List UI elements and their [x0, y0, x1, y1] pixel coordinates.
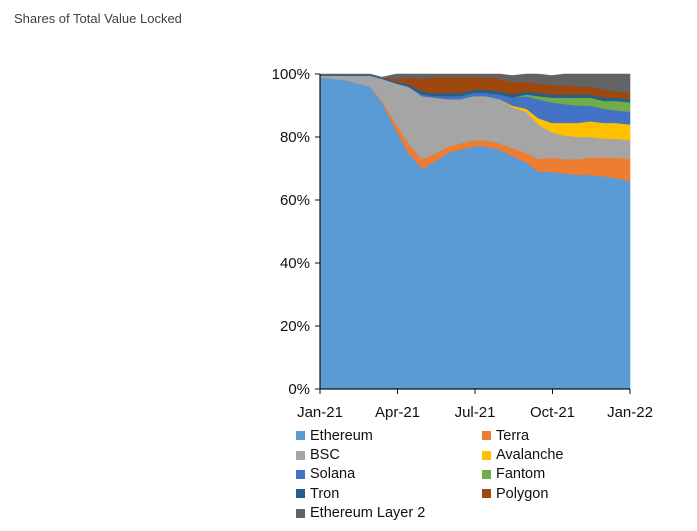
legend-item-polygon: Polygon — [482, 484, 626, 503]
legend-label: Fantom — [496, 466, 546, 483]
x-tick-label: Jul-21 — [455, 404, 496, 421]
legend-item-bsc: BSC — [296, 445, 482, 464]
legend-label: BSC — [310, 447, 340, 464]
axes — [315, 73, 631, 394]
legend-swatch — [296, 508, 305, 518]
legend-item-ethereum: Ethereum — [296, 426, 482, 445]
y-tick-label: 0% — [288, 381, 310, 398]
legend-swatch — [482, 450, 491, 460]
y-tick-label: 100% — [272, 66, 310, 83]
legend-swatch — [296, 431, 305, 441]
legend-swatch — [296, 489, 305, 499]
legend-label: Terra — [496, 427, 530, 444]
legend-item-fantom: Fantom — [482, 465, 626, 484]
legend-swatch — [482, 469, 491, 479]
x-tick-label: Oct-21 — [530, 404, 575, 421]
legend-item-solana: Solana — [296, 465, 482, 484]
area-layers — [319, 73, 631, 390]
legend-swatch — [296, 469, 305, 479]
x-tick-label: Apr-21 — [375, 404, 420, 421]
legend-swatch — [482, 431, 491, 441]
legend-item-tron: Tron — [296, 484, 482, 503]
y-tick-label: 20% — [280, 318, 310, 335]
legend-label: Avalanche — [496, 447, 564, 464]
legend-label: Tron — [310, 485, 340, 502]
legend-item-terra: Terra — [482, 426, 626, 445]
tick-labels: 0% 20% 40% 60% 80% 100% Jan-21 Apr-21 Jul-21 Oct-… — [272, 66, 653, 421]
legend-label: Polygon — [496, 485, 549, 502]
legend-label: Ethereum Layer 2 — [310, 505, 426, 522]
y-tick-label: 40% — [280, 255, 310, 272]
chart-title: Shares of Total Value Locked — [14, 11, 182, 26]
legend-label: Ethereum — [310, 427, 373, 444]
legend-item-avalanche: Avalanche — [482, 445, 626, 464]
legend-swatch — [296, 450, 305, 460]
legend-item-ethereum-layer-2: Ethereum Layer 2 — [296, 504, 482, 523]
legend-label: Solana — [310, 466, 356, 483]
legend: Ethereum Terra BSC Avalanche Solana Fantom Tro… — [296, 426, 626, 523]
y-tick-label: 80% — [280, 129, 310, 146]
y-tick-label: 60% — [280, 192, 310, 209]
legend-swatch — [482, 489, 491, 499]
x-tick-label: Jan-22 — [607, 404, 653, 421]
area-ethereum-layer-2 — [319, 73, 631, 94]
x-tick-label: Jan-21 — [297, 404, 343, 421]
